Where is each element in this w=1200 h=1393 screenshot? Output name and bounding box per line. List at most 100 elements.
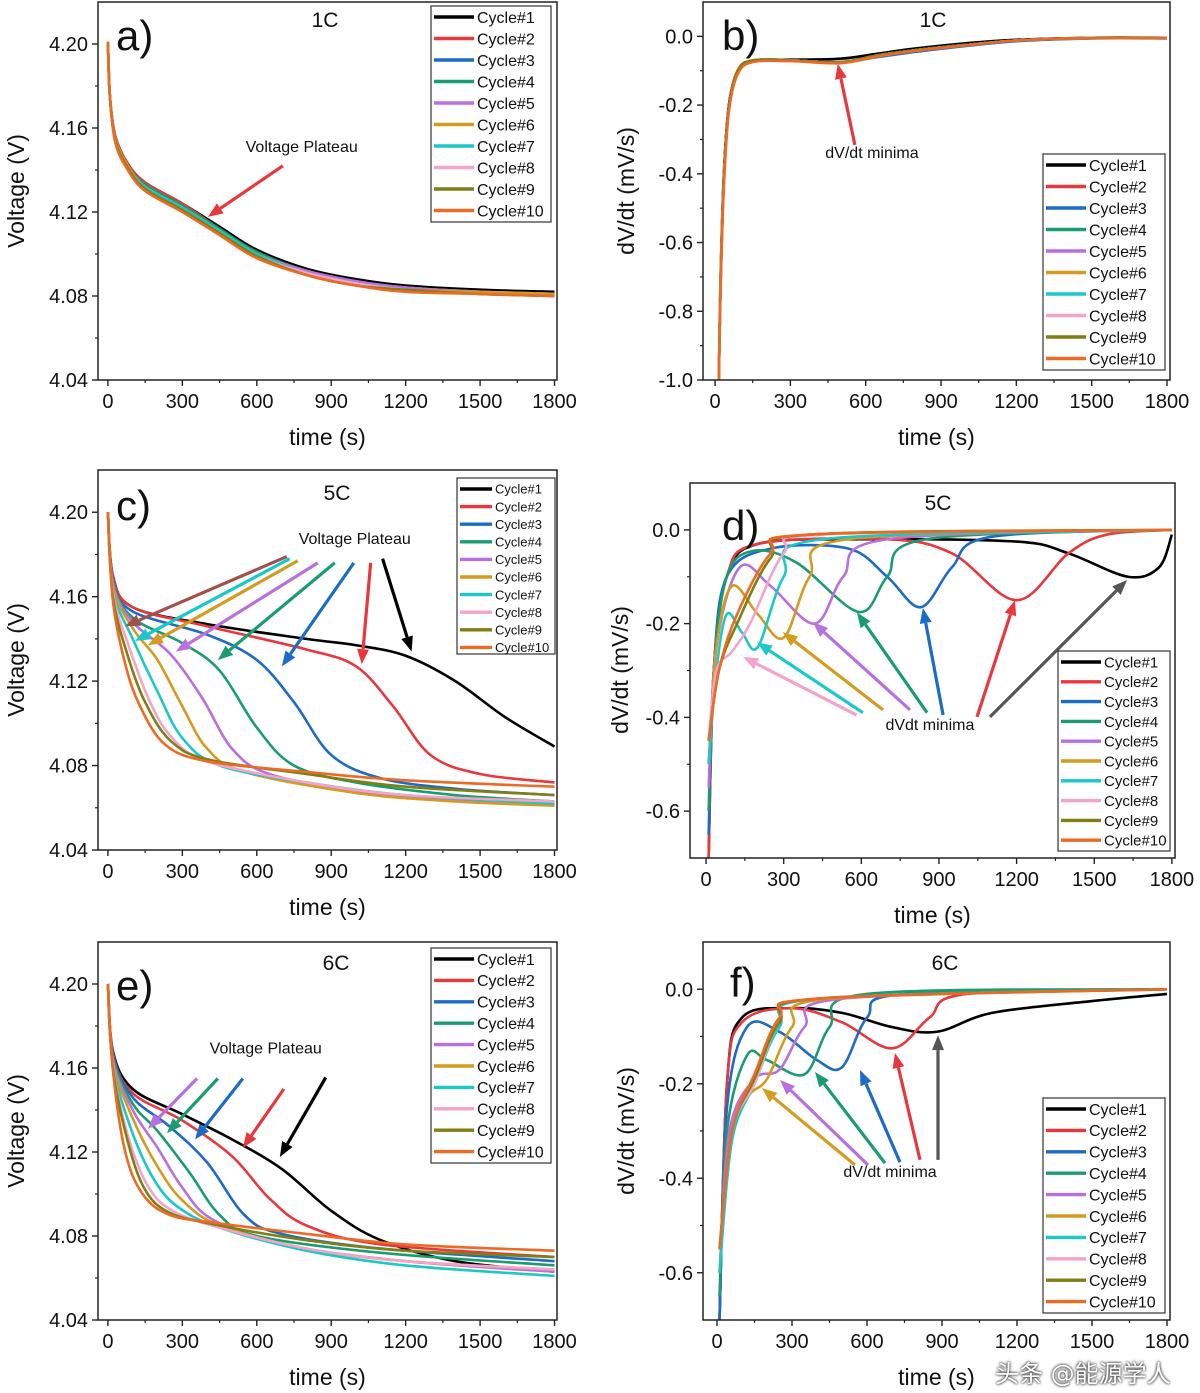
series-group [106,983,555,1278]
x-tick-label: 1800 [1145,1331,1190,1353]
x-tick-label: 1500 [458,1331,503,1353]
arrow-head-icon [195,1123,209,1140]
y-tick-label: 4.12 [49,1142,88,1164]
x-axis-title: time (s) [289,1364,366,1390]
y-tick-label: -0.6 [646,801,680,823]
legend-entry-label: Cycle#7 [495,587,542,602]
x-tick-label: 0 [700,869,711,891]
arrow-head-icon [812,622,829,637]
y-tick-label: 4.16 [49,118,88,140]
y-tick-label: 4.16 [49,1058,88,1080]
annotation-arrow [160,559,299,640]
annotation-arrow [289,561,356,655]
y-tick-label: -0.8 [659,301,693,323]
legend-entry-label: Cycle#6 [1089,1209,1147,1226]
legend-entry-label: Cycle#4 [477,74,535,91]
x-axis-title: time (s) [898,1364,975,1390]
legend-entry-label: Cycle#8 [1089,308,1147,325]
annotation-arrow [789,1089,870,1167]
y-tick-label: -0.2 [659,1074,693,1096]
panel-label: a) [116,12,153,59]
series-line-cycle-2 [106,512,555,784]
annotation-arrow [381,558,409,638]
legend-entry-label: Cycle#7 [1104,773,1158,790]
y-tick-label: -0.4 [659,1168,693,1190]
watermark: 头条 @能源学人 [995,1360,1171,1388]
legend-box [1057,650,1171,852]
legend-entry-label: Cycle#6 [477,117,535,134]
legend-entry-label: Cycle#10 [495,640,549,655]
legend-entry-label: Cycle#9 [1104,813,1158,830]
x-tick-label: 0 [711,1331,722,1353]
legend-entry-label: Cycle#5 [1104,734,1158,751]
arrow-head-icon [207,203,224,217]
y-tick-label: -0.6 [659,233,693,255]
y-tick-label: 4.20 [49,34,88,56]
x-tick-label: 1200 [383,1331,428,1353]
legend-entry-label: Cycle#10 [1104,833,1167,850]
legend-entry-label: Cycle#7 [477,139,535,156]
y-axis-title: Voltage (V) [3,1074,29,1188]
legend-entry-label: Cycle#7 [477,1080,535,1097]
annotation-arrow [772,1096,857,1167]
panel-title: 5C [324,482,351,505]
annotation-label: Voltage Plateau [246,139,358,156]
annotation-label: Voltage Plateau [210,1040,322,1057]
y-tick-label: 4.04 [49,840,88,862]
x-tick-label: 1200 [383,861,428,883]
legend-entry-label: Cycle#1 [1089,158,1147,175]
arrow-head-icon [762,1088,778,1103]
legend-entry-label: Cycle#5 [495,552,542,567]
arrow-head-icon [835,63,847,80]
series-line-cycle-10 [106,983,555,1252]
y-tick-label: 4.04 [49,370,88,392]
annotation-arrow [988,589,1118,719]
x-tick-label: 600 [850,1331,883,1353]
y-tick-label: 4.16 [49,587,88,609]
legend-entry-label: Cycle#6 [1089,265,1147,282]
arrow-head-icon [892,1053,905,1070]
x-tick-label: 600 [845,869,878,891]
x-tick-label: 300 [775,1331,808,1353]
y-axis-title: dV/dt (mV/s) [607,606,633,734]
panel-title: 5C [925,492,952,515]
arrow-head-icon [134,628,152,641]
legend-entry-label: Cycle#8 [477,1102,535,1119]
arrow-head-icon [281,650,296,667]
annotation-arrow [203,1077,245,1129]
annotation-arrow [228,561,336,652]
series-group [106,512,556,807]
legend-entry-label: Cycle#2 [1089,179,1147,196]
x-axis-title: time (s) [898,424,975,450]
annotation-arrow [147,557,291,636]
annotation-arrow [896,1067,922,1161]
legend-entry-label: Cycle#3 [1089,1145,1147,1162]
y-axis-title: Voltage (V) [3,134,29,248]
legend-entry-label: Cycle#4 [477,1016,535,1033]
legend-entry-label: Cycle#10 [1089,351,1156,368]
panel-d: 0 300 600 900 1200 1500 1800 0.0 -0.2 -0.4 -0.6 tim… [607,482,1194,928]
y-axis-title: dV/dt (mV/s) [613,127,639,255]
series-line-cycle-10 [707,528,1172,742]
annotation-arrow [839,78,857,146]
x-tick-label: 300 [767,869,800,891]
annotation-arrow [768,649,864,715]
y-tick-label: -0.6 [659,1263,693,1285]
x-tick-label: 900 [315,391,348,413]
y-tick-label: 4.12 [49,202,88,224]
panel-label: d) [722,502,759,549]
legend-entry-label: Cycle#10 [477,1144,544,1161]
y-tick-label: -1.0 [659,370,693,392]
annotation-arrow [157,1077,199,1120]
y-tick-label: 0.0 [665,979,693,1001]
x-tick-label: 600 [240,861,273,883]
panel-f: 0 300 600 900 1200 1500 1800 0.0 -0.2 -0.4 -0.6 tim… [613,941,1190,1390]
legend-entry-label: Cycle#3 [477,995,535,1012]
x-tick-label: 1500 [1069,391,1114,413]
x-tick-label: 1200 [995,1331,1040,1353]
annotation-arrow [138,555,288,622]
y-tick-label: 4.08 [49,1226,88,1248]
annotation-arrow [975,613,1012,718]
